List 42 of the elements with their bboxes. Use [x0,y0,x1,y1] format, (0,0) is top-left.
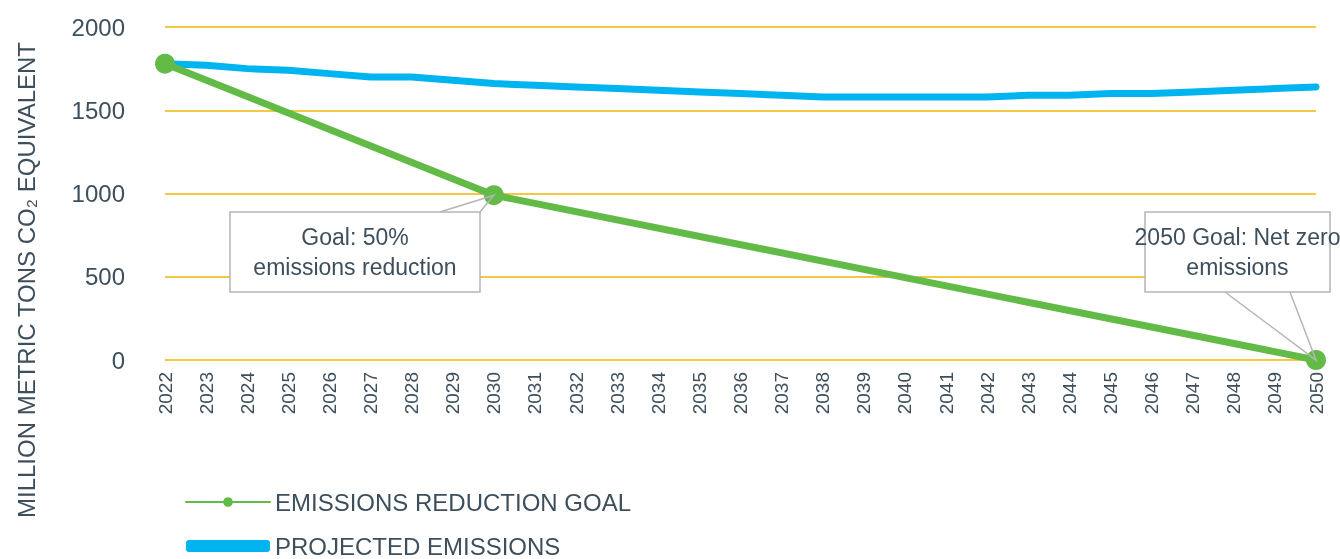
x-tick-label: 2026 [318,372,340,415]
y-tick-label: 0 [111,346,125,374]
x-tick-label: 2028 [401,372,423,415]
x-tick-label: 2023 [195,372,217,415]
x-tick-label: 2048 [1223,372,1245,415]
legend-label: EMISSIONS REDUCTION GOAL [275,488,632,516]
y-axis-title: MILLION METRIC TONS CO₂ EQUIVALENT [12,41,40,519]
x-tick-label: 2035 [688,372,710,415]
x-tick-label: 2037 [771,372,793,415]
x-tick-label: 2043 [1017,372,1039,415]
y-tick-label: 2000 [71,13,125,41]
x-tick-label: 2045 [1099,372,1121,415]
x-tick-label: 2027 [360,372,382,415]
annotation: Goal: 50% emissions reduction [253,224,457,280]
annotation: 2050 Goal: Net zero emissions [1134,224,1340,280]
x-tick-label: 2041 [935,372,957,415]
point [1306,350,1326,370]
x-tick-label: 2049 [1264,372,1286,415]
legend-label: PROJECTED EMISSIONS [275,532,561,559]
y-tick-label: 500 [84,263,125,291]
x-tick-label: 2034 [647,371,669,415]
x-tick-label: 2033 [606,372,628,415]
y-tick-label: 1000 [71,180,125,207]
y-tick-label: 1500 [71,96,125,124]
x-tick-label: 2046 [1141,372,1163,415]
x-tick-label: 2050 [1305,372,1327,415]
x-tick-label: 2047 [1182,372,1204,415]
x-tick-label: 2029 [442,372,464,415]
point [155,53,175,74]
x-tick-label: 2036 [730,372,751,415]
x-tick-label: 2030 [483,372,505,415]
x-tick-label: 2025 [277,372,299,415]
x-tick-label: 2044 [1058,371,1080,415]
x-tick-label: 2022 [154,372,176,415]
x-tick-label: 2032 [565,372,587,415]
point [483,185,504,206]
x-tick-label: 2031 [524,372,546,415]
x-tick-label: 2039 [853,372,875,415]
x-tick-label: 2024 [236,371,258,415]
x-tick-label: 2042 [976,372,998,415]
x-tick-label: 2040 [894,372,916,415]
x-tick-label: 2038 [812,372,834,415]
